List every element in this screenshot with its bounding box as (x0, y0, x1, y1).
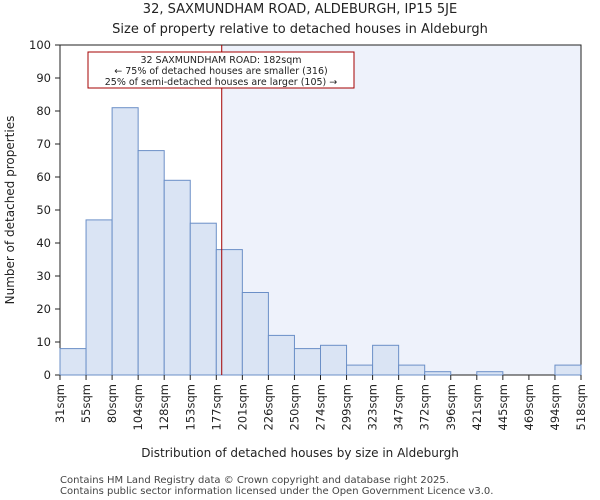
histogram-bar (59, 348, 87, 376)
y-tick-label: 80 (36, 104, 51, 118)
y-axis-label: Number of detached properties (3, 116, 17, 305)
histogram-bar (476, 371, 504, 376)
x-tick-label: 323sqm (366, 384, 380, 430)
x-tick-label: 421sqm (470, 384, 484, 430)
y-tick-label: 60 (36, 170, 51, 184)
y-tick-label: 70 (36, 137, 51, 151)
y-tick-label: 100 (29, 38, 51, 52)
x-tick-label: 201sqm (235, 384, 249, 430)
footer-line-2: Contains public sector information licen… (60, 486, 493, 497)
annotation-line-2: ← 75% of detached houses are smaller (31… (114, 66, 327, 77)
x-tick-label: 128sqm (157, 384, 171, 430)
histogram-bar (554, 364, 582, 376)
histogram-bar (111, 107, 139, 376)
histogram-bar (293, 348, 322, 376)
x-tick-label: 153sqm (183, 384, 197, 430)
histogram-bar (215, 249, 243, 376)
chart-subtitle: Size of property relative to detached ho… (112, 22, 488, 37)
histogram-bar (137, 150, 165, 376)
histogram-bar (241, 292, 269, 376)
histogram-bar (372, 344, 400, 376)
footer-line-1: Contains HM Land Registry data © Crown c… (60, 475, 449, 486)
y-tick-label: 50 (36, 203, 51, 217)
y-tick-label: 40 (36, 236, 51, 250)
x-tick-label: 55sqm (79, 384, 93, 423)
annotation-line-1: 32 SAXMUNDHAM ROAD: 182sqm (140, 55, 301, 66)
histogram-bar (163, 179, 191, 376)
x-tick-label: 372sqm (418, 384, 432, 430)
x-tick-label: 494sqm (548, 384, 562, 430)
histogram-bar (320, 344, 348, 376)
y-tick-label: 90 (36, 71, 51, 85)
x-tick-label: 347sqm (392, 384, 406, 430)
histogram-bar (398, 364, 426, 376)
annotation-box (87, 51, 355, 89)
y-tick-label: 20 (36, 302, 51, 316)
x-tick-label: 226sqm (261, 384, 275, 430)
y-tick-label: 10 (36, 335, 51, 349)
x-tick-label: 518sqm (574, 384, 588, 430)
annotation-line-3: 25% of semi-detached houses are larger (… (105, 77, 338, 88)
x-tick-label: 396sqm (444, 384, 458, 430)
histogram-bar (189, 222, 217, 376)
x-tick-label: 80sqm (105, 384, 119, 423)
y-tick-label: 0 (44, 368, 51, 382)
histogram-bar (267, 334, 295, 376)
x-tick-label: 274sqm (314, 384, 328, 430)
histogram-bar (424, 371, 452, 376)
x-tick-label: 104sqm (131, 384, 145, 430)
x-tick-label: 469sqm (522, 384, 536, 430)
x-tick-label: 31sqm (53, 384, 67, 423)
chart-title: 32, SAXMUNDHAM ROAD, ALDEBURGH, IP15 5JE (143, 2, 457, 17)
x-tick-label: 445sqm (496, 384, 510, 430)
y-tick-label: 30 (36, 269, 51, 283)
x-tick-label: 299sqm (340, 384, 354, 430)
highlight-region (221, 45, 581, 375)
x-tick-label: 250sqm (287, 384, 301, 430)
plot-area: 0 10 20 30 40 50 60 70 80 90 100 31sqm 55sqm 80sqm 104… (29, 38, 588, 430)
x-tick-label: 177sqm (209, 384, 223, 430)
x-axis-label: Distribution of detached houses by size … (141, 446, 459, 460)
histogram-bar (346, 364, 374, 376)
histogram-bar (85, 219, 113, 376)
